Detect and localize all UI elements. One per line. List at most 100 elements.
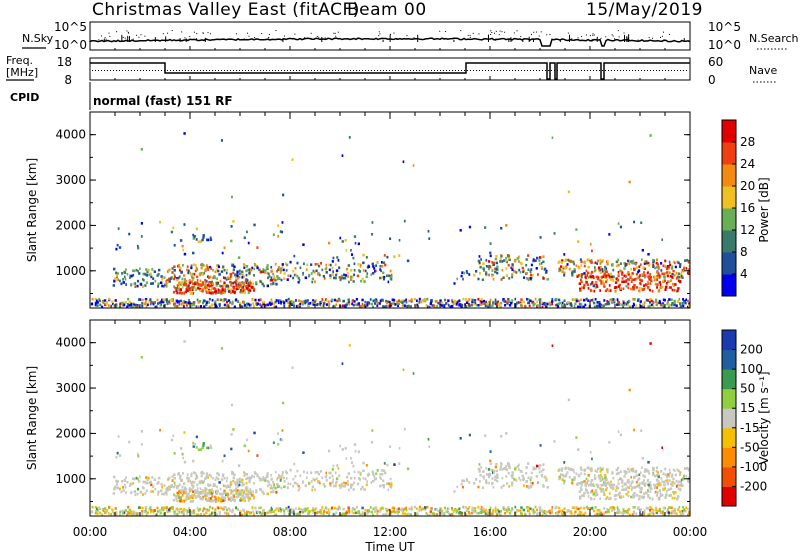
power-scatter [90, 132, 690, 308]
power-cell [655, 271, 659, 274]
velocity-cell [186, 495, 189, 498]
power-cell [128, 232, 131, 236]
velocity-cell [407, 512, 410, 516]
velocity-cell [175, 495, 178, 498]
velocity-cell [648, 486, 651, 489]
power-cell [175, 287, 178, 290]
velocity-cell [541, 510, 544, 514]
power-cell [579, 289, 582, 292]
power-cell [485, 300, 488, 304]
colorbar-tick-label: 28 [740, 135, 755, 149]
power-cell [379, 264, 382, 268]
power-cell [447, 299, 450, 303]
power-cell [170, 298, 173, 301]
velocity-cell [671, 496, 674, 500]
time-axis-label: Time UT [364, 540, 415, 554]
power-cell [371, 221, 374, 224]
velocity-cell [252, 512, 255, 516]
velocity-cell [246, 510, 248, 514]
noise-search-dot [651, 37, 653, 39]
power-cell [652, 258, 654, 262]
velocity-cell [141, 506, 144, 510]
velocity-cell [335, 480, 338, 483]
power-cell [639, 263, 642, 267]
noise-search-dot [520, 35, 522, 37]
power-cell [664, 265, 667, 269]
nave-dot [542, 70, 543, 71]
nave-dot [152, 70, 153, 71]
power-cell [167, 300, 170, 304]
velocity-cell [360, 512, 363, 516]
power-cell [213, 290, 216, 294]
power-cell [505, 274, 509, 277]
power-cell [573, 305, 576, 308]
velocity-cell [627, 479, 630, 482]
velocity-cell [240, 480, 243, 484]
velocity-cell [131, 477, 135, 481]
velocity-cell [624, 472, 627, 476]
noise-search-dot [591, 38, 593, 40]
power-cell [278, 267, 281, 270]
power-cell [392, 298, 396, 302]
power-cell [648, 288, 651, 292]
velocity-cell [545, 510, 547, 513]
power-cell [281, 263, 284, 266]
velocity-cell [136, 487, 140, 491]
power-cell [219, 284, 222, 288]
colorbar-segment [722, 408, 736, 429]
power-cell [489, 251, 492, 255]
velocity-cell [114, 485, 117, 489]
velocity-cell [193, 511, 196, 515]
velocity-cell [118, 512, 122, 516]
velocity-cell [161, 506, 164, 510]
velocity-cell [183, 487, 187, 490]
power-cell [261, 303, 264, 307]
power-cell [121, 301, 124, 305]
power-cell [159, 281, 163, 285]
power-cell [367, 265, 371, 268]
power-cell [487, 300, 490, 304]
velocity-cell [381, 483, 384, 487]
velocity-cell [297, 488, 300, 492]
power-cell [498, 304, 501, 307]
nave-dot [512, 70, 513, 71]
velocity-cell [208, 513, 211, 516]
power-cell [254, 298, 257, 302]
power-cell [365, 275, 368, 279]
velocity-cell [342, 507, 345, 511]
velocity-cell [227, 497, 231, 501]
power-cell [640, 221, 643, 225]
velocity-cell [215, 492, 218, 495]
velocity-cell [285, 507, 288, 511]
velocity-cell [155, 513, 158, 516]
power-cell [190, 303, 193, 307]
velocity-cell [201, 489, 205, 492]
nave-dot [299, 70, 300, 71]
xtick-label: 16:00 [473, 525, 508, 539]
power-cell [589, 275, 593, 279]
velocity-cell [247, 449, 250, 453]
velocity-cell [594, 505, 597, 509]
power-cell [383, 254, 386, 257]
power-cell [220, 139, 224, 142]
velocity-cell [244, 487, 247, 491]
velocity-cell [587, 466, 590, 469]
power-cell [526, 297, 528, 301]
nave-dot [458, 70, 459, 71]
power-cell [592, 275, 595, 278]
velocity-cell [114, 513, 118, 516]
power-cell [571, 273, 574, 277]
velocity-cell [178, 510, 181, 514]
velocity-cell [645, 468, 648, 471]
velocity-cell [133, 490, 136, 493]
velocity-cell [652, 466, 654, 470]
nave-dot [467, 70, 468, 71]
velocity-cell [357, 470, 360, 474]
velocity-cell [210, 512, 213, 515]
power-cell [207, 266, 209, 269]
power-cell [513, 259, 517, 263]
velocity-cell [145, 476, 148, 479]
velocity-cell [445, 510, 448, 513]
velocity-cell [597, 512, 600, 516]
power-cell [372, 265, 375, 268]
